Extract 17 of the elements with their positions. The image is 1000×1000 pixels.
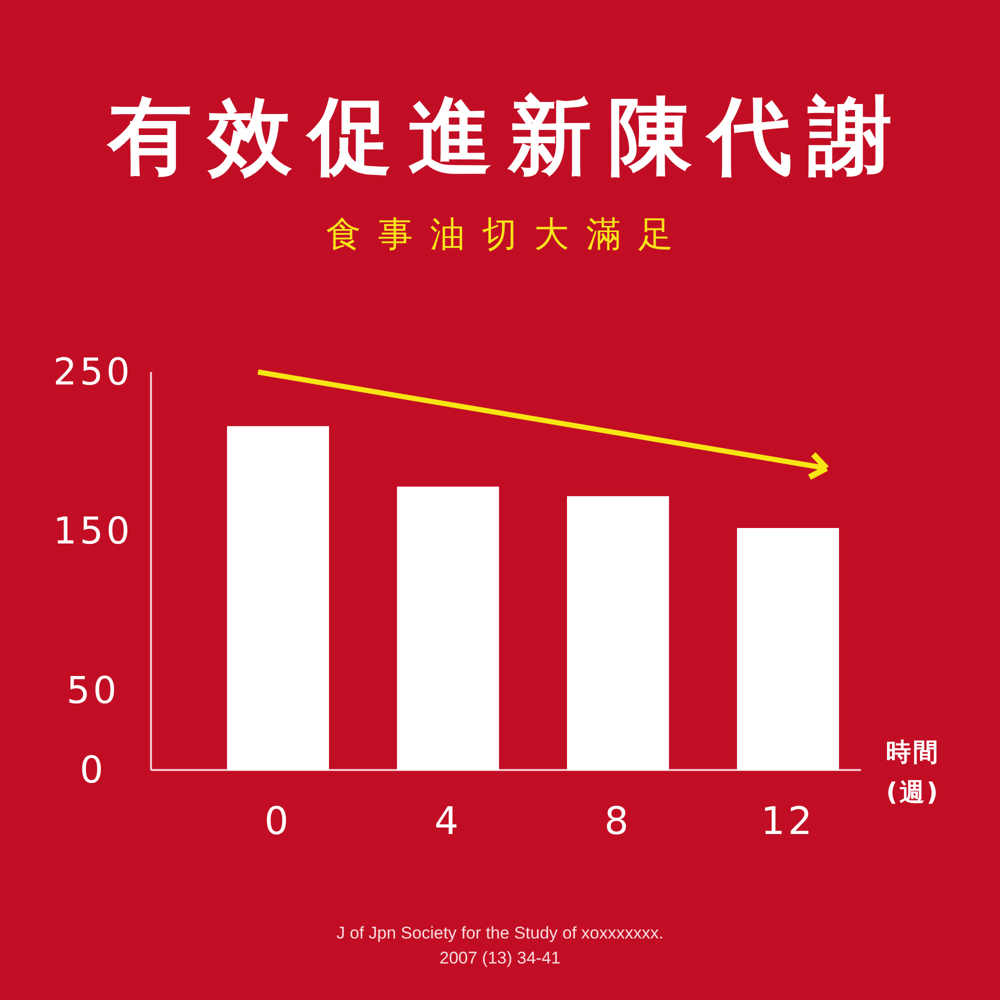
bar [737, 528, 839, 770]
chart-title: 有效促進新陳代謝 [106, 87, 908, 185]
text: J of Jpn Society for the Study of xoxxxxxxx. [336, 924, 664, 942]
y-tick-label: 150 [53, 510, 133, 553]
bar [227, 426, 329, 770]
x-tick-label: 0 [264, 799, 292, 843]
bar [567, 496, 669, 770]
x-tick-label: 8 [604, 799, 632, 843]
y-tick-label: 50 [66, 668, 120, 712]
chart-subtitle: 食事油切大滿足 [326, 215, 690, 255]
y-tick-label: 250 [53, 350, 133, 394]
x-tick-label: 4 [434, 799, 462, 843]
y-tick-label: 0 [80, 748, 106, 792]
x-axis-title: 時間 (週) [886, 738, 940, 806]
text: 2007 (13) 34-41 [440, 948, 560, 968]
bar [397, 486, 499, 770]
x-tick-label: 12 [760, 799, 816, 843]
